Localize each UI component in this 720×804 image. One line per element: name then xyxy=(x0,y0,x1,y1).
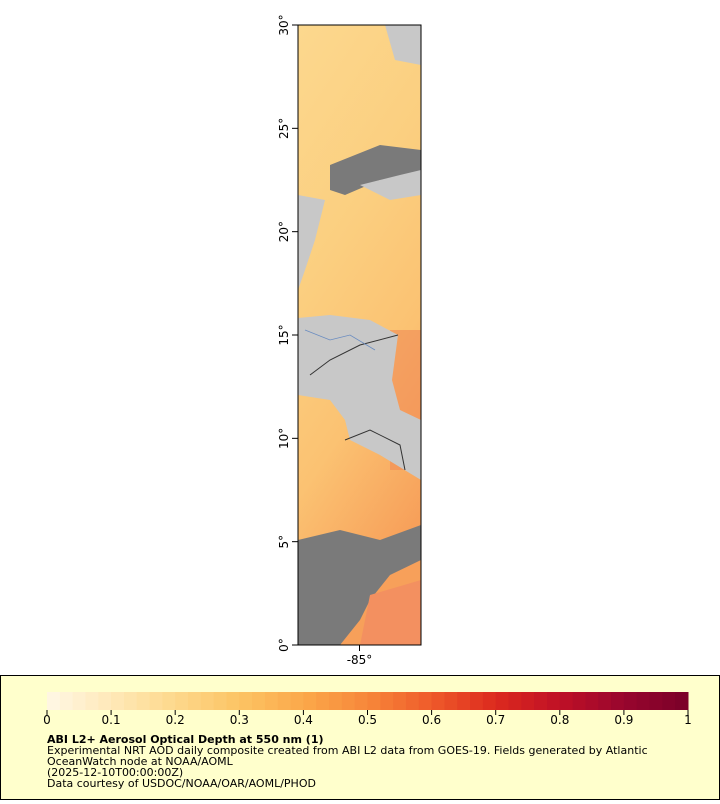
colorbar-step xyxy=(85,692,99,710)
colorbar-step xyxy=(59,692,74,710)
colorbar-step xyxy=(226,692,240,710)
colorbar-step xyxy=(316,692,330,710)
colorbar-tick-label: 0.2 xyxy=(166,713,185,727)
colorbar-tick-label: 0.9 xyxy=(614,713,633,727)
colorbar-step xyxy=(521,692,535,710)
colorbar-step xyxy=(329,692,343,710)
caption-line: (2025-12-10T00:00:00Z) xyxy=(47,766,183,779)
colorbar-tick-label: 0.3 xyxy=(230,713,249,727)
colorbar-step xyxy=(303,692,317,710)
colorbar-step xyxy=(149,692,163,710)
y-tick-label: 0° xyxy=(277,638,291,652)
colorbar-step xyxy=(188,692,202,710)
colorbar-step xyxy=(470,692,484,710)
colorbar-step xyxy=(213,692,227,710)
land xyxy=(360,170,421,200)
y-tick-label: 5° xyxy=(277,535,291,549)
colorbar-tick-label: 0.7 xyxy=(486,713,505,727)
colorbar-step xyxy=(636,692,651,710)
y-tick-label: 20° xyxy=(277,221,291,242)
land xyxy=(298,315,421,480)
colorbar-step xyxy=(277,692,292,710)
caption-title: ABI L2+ Aerosol Optical Depth at 550 nm … xyxy=(47,733,324,746)
land xyxy=(385,25,421,65)
land xyxy=(298,195,325,290)
colorbar-step xyxy=(662,692,676,710)
caption-line: OceanWatch node at NOAA/AOML xyxy=(47,755,234,768)
colorbar-step xyxy=(598,692,612,710)
colorbar-tick-label: 0.5 xyxy=(358,713,377,727)
colorbar-step xyxy=(675,692,689,710)
colorbar-step xyxy=(239,692,253,710)
aod-high xyxy=(360,580,421,645)
colorbar-step xyxy=(534,692,548,710)
caption-line: Data courtesy of USDOC/NOAA/OAR/AOML/PHO… xyxy=(47,777,316,790)
y-tick-label: 15° xyxy=(277,324,291,345)
colorbar-step xyxy=(585,692,599,710)
colorbar-step xyxy=(367,692,381,710)
colorbar-step xyxy=(200,692,215,710)
colorbar-step xyxy=(380,692,394,710)
river xyxy=(304,329,376,351)
colorbar-tick-label: 1 xyxy=(684,713,692,727)
colorbar-step xyxy=(252,692,266,710)
cloud xyxy=(298,525,421,645)
colorbar-step xyxy=(405,692,420,710)
colorbar-step xyxy=(72,692,86,710)
colorbar-step xyxy=(611,692,625,710)
colorbar-step xyxy=(354,692,368,710)
caption-line: Experimental NRT AOD daily composite cre… xyxy=(47,744,648,757)
colorbar-step xyxy=(175,692,189,710)
colorbar-tick-label: 0.1 xyxy=(102,713,121,727)
colorbar-step xyxy=(546,692,561,710)
colorbar-tick-label: 0.4 xyxy=(294,713,313,727)
colorbar-step xyxy=(47,692,61,710)
colorbar-step xyxy=(457,692,471,710)
cloud xyxy=(330,145,421,195)
colorbar-step xyxy=(444,692,458,710)
colorbar-step xyxy=(508,692,522,710)
colorbar-step xyxy=(98,692,112,710)
map-field xyxy=(298,25,421,645)
colorbar-step xyxy=(341,692,356,710)
colorbar-step xyxy=(393,692,407,710)
colorbar-step xyxy=(111,692,125,710)
colorbar-step xyxy=(136,692,151,710)
colorbar-step xyxy=(482,692,497,710)
colorbar-step xyxy=(431,692,445,710)
y-tick-label: 25° xyxy=(277,118,291,139)
y-tick-label: 10° xyxy=(277,428,291,449)
colorbar-step xyxy=(290,692,304,710)
colorbar-step xyxy=(649,692,663,710)
colorbar-step xyxy=(418,692,433,710)
colorbar-step xyxy=(572,692,586,710)
colorbar-step xyxy=(623,692,638,710)
colorbar-tick-label: 0 xyxy=(43,713,51,727)
colorbar-step xyxy=(495,692,510,710)
colorbar-step xyxy=(162,692,176,710)
colorbar-step xyxy=(123,692,138,710)
colorbar-step xyxy=(559,692,574,710)
border xyxy=(344,429,406,471)
colorbar-tick-label: 0.8 xyxy=(550,713,569,727)
colorbar-step xyxy=(264,692,279,710)
x-tick-label: -85° xyxy=(347,653,373,667)
colorbar-tick-label: 0.6 xyxy=(422,713,441,727)
y-tick-label: 30° xyxy=(277,14,291,35)
border xyxy=(309,334,399,376)
